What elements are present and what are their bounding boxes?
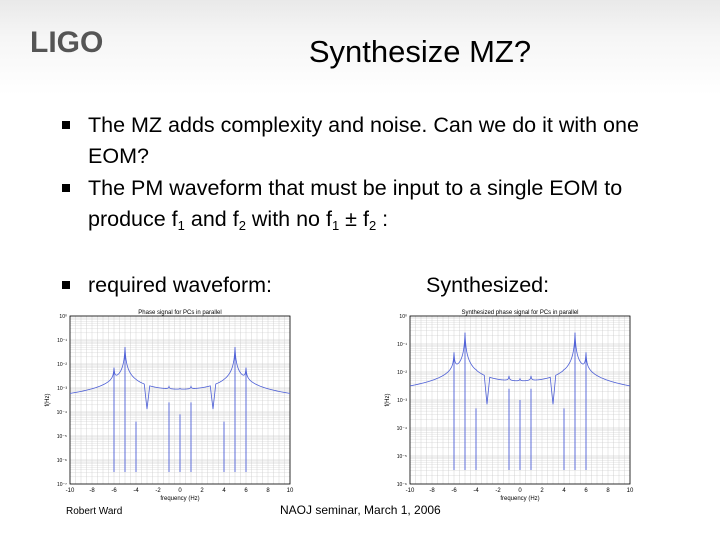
- header-band: [0, 0, 720, 95]
- logo-text: LIGO: [30, 26, 103, 59]
- y-tick-label: 10⁻⁶: [397, 482, 407, 488]
- synthesized-waveform-chart: Synthesized phase signal for PCs in para…: [385, 310, 634, 502]
- bullet-text: The MZ adds complexity and noise. Can we…: [88, 113, 639, 168]
- waveform-trace: [409, 332, 631, 405]
- y-axis-label: f(Hz): [385, 394, 391, 407]
- required-waveform-chart: Phase signal for PCs in parallel -10 -8 -6 -…: [45, 310, 294, 502]
- x-tick-label: 0: [518, 488, 522, 494]
- x-tick-label: 6: [244, 488, 248, 494]
- x-tick-label: -8: [429, 488, 435, 494]
- x-tick-label: -6: [451, 488, 457, 494]
- plot-frame: [409, 315, 631, 485]
- x-tick-label: -4: [473, 488, 479, 494]
- bullet-item: The PM waveform that must be input to a …: [58, 173, 698, 241]
- x-tick-label: -4: [133, 488, 139, 494]
- y-tick-label: 10⁰: [59, 314, 67, 320]
- bullet-item: The MZ adds complexity and noise. Can we…: [58, 110, 698, 171]
- bullet-text: required waveform:: [88, 273, 273, 297]
- footer-event: NAOJ seminar, March 1, 2006: [280, 503, 441, 517]
- x-tick-label: 8: [266, 488, 270, 494]
- y-tick-label: 10⁻⁶: [57, 458, 67, 464]
- x-axis-label: frequency (Hz): [500, 496, 539, 502]
- x-axis-label: frequency (Hz): [160, 496, 199, 502]
- y-tick-label: 10⁻²: [397, 370, 407, 376]
- x-tick-label: 2: [540, 488, 544, 494]
- chart-title: Phase signal for PCs in parallel: [138, 310, 221, 316]
- bullet-square-icon: [62, 121, 70, 129]
- waveform-trace: [69, 347, 291, 410]
- slide-title: Synthesize MZ?: [308, 34, 532, 69]
- bullet-list: The MZ adds complexity and noise. Can we…: [58, 110, 698, 241]
- synthesized-label: Synthesized:: [426, 273, 550, 297]
- x-tick-label: -6: [111, 488, 117, 494]
- chart-title: Synthesized phase signal for PCs in para…: [461, 310, 578, 316]
- x-tick-label: 4: [562, 488, 566, 494]
- x-tick-label: 2: [200, 488, 204, 494]
- x-tick-label: 0: [178, 488, 182, 494]
- y-tick-label: 10⁻¹: [397, 342, 407, 348]
- ligo-logo: LIGO: [30, 26, 103, 59]
- y-tick-label: 10⁻⁴: [57, 410, 67, 416]
- y-tick-label: 10⁻⁷: [57, 482, 67, 488]
- x-tick-label: -8: [89, 488, 95, 494]
- bullet-square-icon: [62, 184, 70, 192]
- bullet-square-icon: [62, 281, 70, 289]
- x-tick-label: 8: [606, 488, 610, 494]
- y-tick-label: 10⁻³: [397, 398, 407, 404]
- x-tick-label: -10: [406, 488, 415, 494]
- y-tick-label: 10⁻⁵: [57, 434, 67, 440]
- x-tick-label: -2: [495, 488, 501, 494]
- footer-author: Robert Ward: [66, 506, 123, 517]
- x-tick-label: 10: [287, 488, 294, 494]
- x-tick-label: 10: [627, 488, 634, 494]
- y-tick-label: 10⁰: [399, 314, 407, 320]
- y-tick-label: 10⁻²: [57, 362, 67, 368]
- x-tick-label: 4: [222, 488, 226, 494]
- bullet-item: required waveform:: [58, 270, 408, 301]
- y-axis-label: f(Hz): [45, 394, 51, 407]
- x-tick-label: 6: [584, 488, 588, 494]
- y-tick-label: 10⁻⁵: [397, 454, 407, 460]
- y-tick-label: 10⁻¹: [57, 338, 67, 344]
- x-tick-label: -10: [66, 488, 75, 494]
- y-tick-label: 10⁻⁴: [397, 426, 407, 432]
- x-tick-label: -2: [155, 488, 161, 494]
- bullet-text: The PM waveform that must be input to a …: [88, 176, 623, 233]
- plot-frame: [69, 315, 291, 485]
- y-tick-label: 10⁻³: [57, 386, 67, 392]
